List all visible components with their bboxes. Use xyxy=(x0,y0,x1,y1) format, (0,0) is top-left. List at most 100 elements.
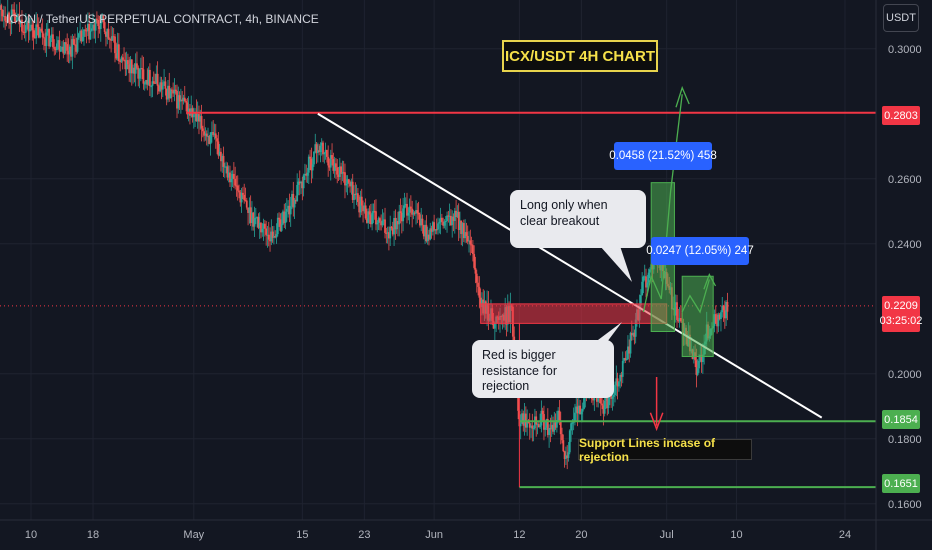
x-tick-label: 10 xyxy=(25,529,37,541)
candle-body xyxy=(621,360,624,377)
candle-body xyxy=(52,34,54,48)
candle-body xyxy=(523,413,526,426)
candle-body xyxy=(338,166,341,177)
long-breakout-callout[interactable]: Long only when clear breakout xyxy=(510,190,646,248)
candle-body xyxy=(368,211,371,215)
candle-body xyxy=(21,19,23,32)
candle-body xyxy=(460,220,463,234)
candle-body xyxy=(64,42,67,45)
candle-body xyxy=(28,28,31,32)
candle-body xyxy=(624,358,627,361)
candle-body xyxy=(377,218,380,223)
candle-body xyxy=(198,114,200,122)
candle-body xyxy=(129,59,132,74)
candle-body xyxy=(53,47,56,49)
candle-body xyxy=(568,430,571,453)
candle-body xyxy=(222,155,225,167)
candle-body xyxy=(178,95,181,102)
candle-body xyxy=(720,312,722,320)
candle-body xyxy=(101,15,103,21)
candle-body xyxy=(643,276,646,278)
candle-body xyxy=(293,199,296,208)
candle-body xyxy=(88,23,91,40)
candle-body xyxy=(580,411,583,415)
candle-body xyxy=(253,218,256,227)
currency-selector[interactable]: USDT xyxy=(883,4,919,32)
candle-body xyxy=(200,116,203,129)
candle-body xyxy=(536,424,539,426)
candle-body xyxy=(81,36,84,42)
candle-body xyxy=(282,211,284,225)
candle-body xyxy=(236,185,239,191)
candle-body xyxy=(345,183,348,186)
candle-body xyxy=(674,302,677,316)
candle-body xyxy=(183,97,186,101)
candle-body xyxy=(425,224,428,242)
candle-body xyxy=(394,217,397,230)
candle-body xyxy=(291,194,293,207)
candle-body xyxy=(417,212,420,215)
candle-body xyxy=(49,37,52,47)
candle-body xyxy=(404,203,407,206)
candle-body xyxy=(209,132,212,144)
x-tick-label: Jul xyxy=(660,529,674,541)
candle-body xyxy=(210,132,213,134)
candle-body xyxy=(77,33,80,38)
candle-body xyxy=(212,132,215,136)
candle-body xyxy=(173,89,176,94)
candle-body xyxy=(276,217,279,235)
candle-body xyxy=(521,413,523,424)
candle-body xyxy=(120,57,123,62)
resistance-callout[interactable]: Red is bigger resistance for rejection xyxy=(472,340,614,398)
candle-body xyxy=(310,158,313,171)
candle-body xyxy=(461,223,464,234)
candle-body xyxy=(455,210,457,218)
candle-body xyxy=(15,16,18,22)
measure-label-lower[interactable]: 0.0247 (12.05%) 247 xyxy=(646,237,754,265)
candle-body xyxy=(411,208,414,215)
candle-body xyxy=(158,85,160,92)
candle-body xyxy=(141,68,144,70)
candle-body xyxy=(270,231,273,242)
candle-body xyxy=(351,181,354,200)
candle-body xyxy=(45,32,48,46)
candle-body xyxy=(68,46,71,55)
candle-body xyxy=(97,19,100,27)
candle-body xyxy=(298,181,301,184)
candle-body xyxy=(563,451,566,459)
candle-body xyxy=(677,319,680,322)
candle-body xyxy=(413,212,416,214)
candle-body xyxy=(19,19,22,25)
descending-trendline xyxy=(317,112,823,419)
candle-body xyxy=(203,131,206,136)
candle-body xyxy=(409,206,412,209)
candle-body xyxy=(59,49,62,52)
candle-body xyxy=(722,305,725,311)
candle-body xyxy=(698,360,700,369)
candle-body xyxy=(459,220,461,231)
candle-body xyxy=(541,410,544,415)
candle-body xyxy=(714,314,717,324)
rejection-arrowhead xyxy=(649,412,664,432)
candle-body xyxy=(179,99,182,102)
candle-body xyxy=(554,422,557,428)
candle-body xyxy=(4,16,7,21)
candle-body xyxy=(400,212,403,222)
measure-label-upper[interactable]: 0.0458 (21.52%) 458 xyxy=(609,142,717,170)
candle-body xyxy=(378,218,381,222)
candle-body xyxy=(214,133,217,139)
candle-body xyxy=(700,354,703,363)
candle-body xyxy=(471,245,474,255)
candle-body xyxy=(302,175,305,189)
candle-body xyxy=(397,221,399,225)
candle-body xyxy=(603,400,606,414)
candle-body xyxy=(408,206,411,213)
candle-body xyxy=(641,281,644,296)
candle-body xyxy=(473,254,476,268)
candle-body xyxy=(254,217,257,219)
candle-body xyxy=(398,211,401,225)
candle-body xyxy=(186,102,189,115)
candle-body xyxy=(457,211,460,231)
candle-body xyxy=(479,297,482,307)
